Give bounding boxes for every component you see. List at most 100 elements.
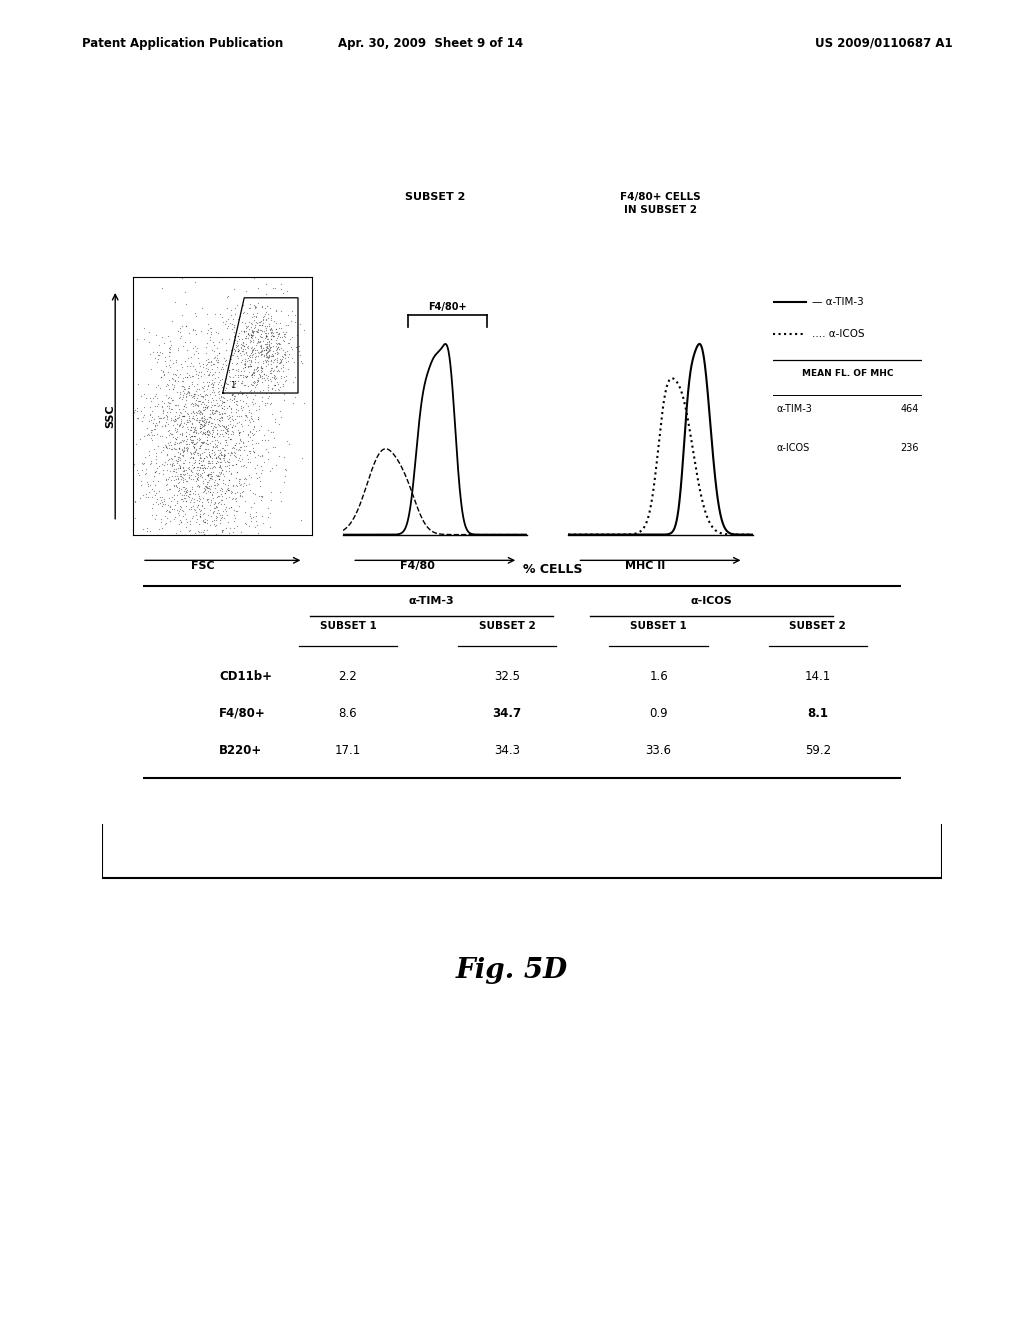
Point	[173, 405, 189, 426]
Point	[190, 459, 207, 480]
Point	[174, 375, 190, 396]
Point	[243, 403, 259, 424]
Point	[158, 500, 174, 521]
Point	[244, 314, 260, 335]
Point	[229, 341, 246, 362]
Point	[202, 446, 218, 467]
Point	[211, 409, 227, 430]
Point	[211, 524, 227, 545]
Point	[229, 346, 246, 367]
Point	[247, 457, 263, 478]
Point	[196, 418, 212, 440]
Point	[224, 414, 241, 436]
Point	[249, 339, 265, 360]
Point	[203, 490, 219, 511]
Point	[209, 465, 225, 486]
Point	[274, 376, 291, 397]
Point	[159, 473, 175, 494]
Point	[200, 348, 216, 370]
Point	[190, 430, 207, 451]
Point	[188, 459, 205, 480]
Point	[230, 447, 247, 469]
Point	[182, 483, 199, 504]
Point	[266, 326, 283, 347]
Point	[143, 486, 160, 507]
Point	[208, 506, 224, 527]
Point	[175, 440, 191, 461]
Point	[250, 356, 266, 378]
Point	[210, 440, 226, 461]
Point	[197, 412, 213, 433]
Point	[169, 453, 185, 474]
Point	[178, 383, 195, 404]
Point	[213, 477, 229, 498]
Point	[206, 524, 222, 545]
Point	[191, 417, 208, 438]
Point	[179, 366, 196, 387]
Point	[165, 352, 181, 374]
Point	[208, 496, 224, 517]
Point	[183, 384, 200, 405]
Point	[241, 312, 257, 333]
Point	[198, 438, 214, 459]
Point	[169, 467, 185, 488]
Point	[211, 414, 227, 436]
Point	[257, 315, 273, 337]
Point	[161, 392, 177, 413]
Point	[289, 337, 305, 358]
Point	[183, 462, 200, 483]
Point	[258, 325, 274, 346]
Point	[170, 395, 186, 416]
Point	[246, 321, 262, 342]
Point	[200, 480, 216, 502]
Point	[168, 350, 184, 371]
Point	[168, 401, 184, 422]
Point	[188, 457, 205, 478]
Point	[204, 483, 220, 504]
Point	[203, 475, 219, 496]
Point	[176, 405, 193, 426]
Point	[230, 339, 247, 360]
Point	[145, 388, 162, 409]
Point	[176, 453, 193, 474]
Point	[254, 337, 270, 358]
Point	[162, 422, 178, 444]
Point	[238, 280, 254, 301]
Point	[173, 512, 189, 533]
Point	[195, 432, 211, 453]
Point	[218, 350, 234, 371]
Point	[264, 322, 281, 343]
Point	[230, 327, 247, 348]
Point	[167, 434, 183, 455]
Point	[202, 467, 218, 488]
Point	[199, 397, 215, 418]
Point	[197, 478, 213, 499]
Point	[242, 297, 258, 318]
Point	[238, 348, 254, 370]
Point	[218, 480, 234, 502]
Point	[208, 400, 224, 421]
Point	[263, 318, 280, 339]
Point	[209, 473, 225, 494]
Point	[262, 338, 279, 359]
Point	[253, 355, 269, 376]
Point	[164, 453, 180, 474]
Point	[239, 350, 255, 371]
Point	[246, 322, 262, 343]
Point	[125, 444, 141, 465]
Point	[205, 374, 221, 395]
Point	[252, 471, 268, 492]
Point	[210, 401, 226, 422]
Point	[224, 318, 241, 339]
Point	[245, 325, 261, 346]
Point	[136, 453, 153, 474]
Point	[246, 370, 262, 391]
Point	[214, 403, 230, 424]
Point	[154, 425, 170, 446]
Point	[250, 368, 266, 389]
Point	[185, 396, 202, 417]
Point	[228, 500, 245, 521]
Point	[186, 451, 203, 473]
Point	[221, 524, 238, 545]
Point	[161, 425, 177, 446]
